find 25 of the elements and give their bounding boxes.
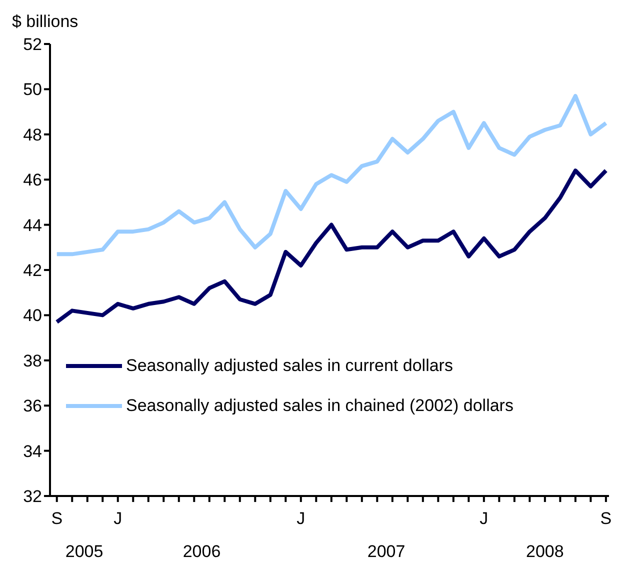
x-tick-label: S <box>600 509 612 528</box>
y-tick-label: 48 <box>23 125 42 144</box>
y-tick-label: 44 <box>23 216 42 235</box>
x-tick-label: J <box>114 509 122 528</box>
legend-label: Seasonally adjusted sales in current dollars <box>126 356 453 376</box>
y-tick-label: 50 <box>23 80 42 100</box>
x-tick-label: J <box>480 509 488 528</box>
text: 2006 <box>182 542 221 562</box>
y-tick-label: 42 <box>23 261 42 280</box>
text: 2005 <box>65 542 104 562</box>
x-tick-label: S <box>51 509 63 528</box>
text: 2007 <box>367 542 406 562</box>
legend-label: Seasonally adjusted sales in chained (2002) dollars <box>126 396 514 416</box>
line-series <box>54 94 608 256</box>
y-tick-label: 52 <box>23 35 42 54</box>
line-series <box>54 168 608 324</box>
y-axis-title: $ billions <box>12 12 78 32</box>
y-tick-label: 34 <box>23 442 42 461</box>
y-tick-label: 32 <box>23 487 42 506</box>
text: 2008 <box>526 542 564 562</box>
x-tick-label: J <box>296 509 306 528</box>
y-tick-label: 36 <box>23 396 42 416</box>
y-tick-label: 46 <box>23 170 42 190</box>
y-tick-label: 40 <box>23 306 42 326</box>
y-tick-label: 38 <box>23 351 42 370</box>
